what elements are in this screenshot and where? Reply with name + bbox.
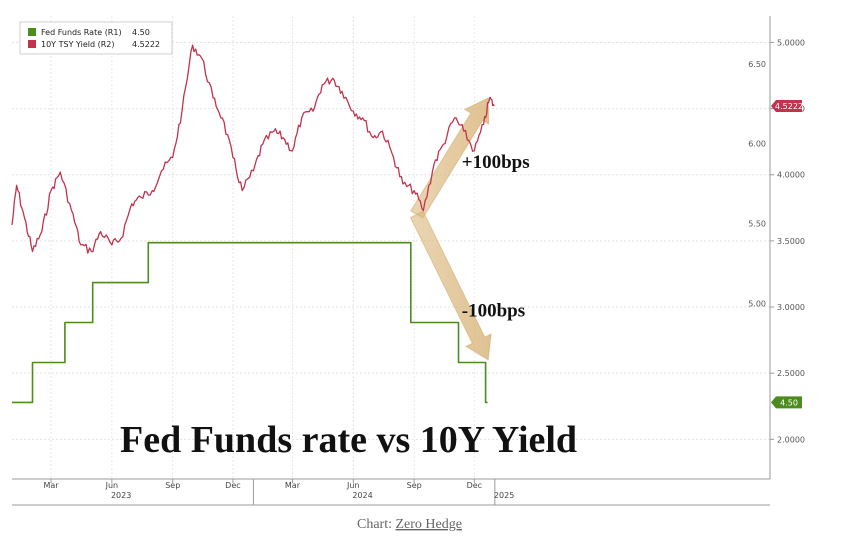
fed-funds-last-value-tag <box>771 396 802 409</box>
left-tick-label: 5.00 <box>748 299 766 308</box>
last-value-tags: 4.50 4.5222 <box>771 99 803 409</box>
fed-funds-rate-line <box>12 241 488 404</box>
legend-swatch-10y-yield <box>28 40 36 48</box>
fed-funds-last-value-label: 4.50 <box>780 398 798 407</box>
left-tick-label: 5.50 <box>748 220 766 229</box>
month-tick-label: Dec <box>467 481 482 490</box>
ten-year-last-value-label: 4.5222 <box>775 102 803 111</box>
legend: Fed Funds Rate (R1) 4.50 10Y TSY Yield (… <box>19 21 173 55</box>
legend-box <box>19 21 173 55</box>
left-tick-label: 6.50 <box>748 60 766 69</box>
legend-value-10y-yield: 4.5222 <box>132 40 160 49</box>
x-axis-month-ticks: Mar Jun Sep Dec Mar Jun Sep Dec <box>43 479 482 490</box>
ten-year-yield-line <box>11 44 495 254</box>
month-tick-label: Jun <box>346 481 360 490</box>
legend-swatch-fed-funds <box>28 28 36 36</box>
grid <box>12 16 770 479</box>
year-label: 2023 <box>111 491 131 500</box>
right-tick-label: 3.5000 <box>777 237 805 246</box>
month-tick-label: Sep <box>165 481 180 490</box>
year-label: 2024 <box>352 491 372 500</box>
annotations: +100bps -100bps <box>462 152 530 321</box>
chart-credit-link[interactable]: Zero Hedge <box>396 517 462 532</box>
month-tick-label: Dec <box>225 481 240 490</box>
month-tick-label: Sep <box>407 481 422 490</box>
trend-arrows <box>409 97 492 361</box>
plot-background <box>12 16 770 479</box>
left-tick-label: 6.00 <box>748 140 766 149</box>
legend-label-fed-funds: Fed Funds Rate (R1) <box>41 28 122 37</box>
month-tick-label: Mar <box>285 481 301 490</box>
month-tick-label: Jun <box>105 481 119 490</box>
right-tick-label: 2.0000 <box>777 435 805 444</box>
ten-year-last-value-tag <box>771 99 802 112</box>
right-axis-ticks: 2.00002.50003.00003.50004.00004.50005.00… <box>770 38 805 444</box>
right-tick-label: 3.0000 <box>777 303 805 312</box>
right-tick-label: 2.5000 <box>777 369 805 378</box>
year-label: 2025 <box>494 491 514 500</box>
month-tick-label: Mar <box>43 481 59 490</box>
series-lines <box>11 44 495 404</box>
x-axis-year-labels: 2023 2024 2025 <box>111 491 514 500</box>
chart-credit: Chart: Zero Hedge <box>357 517 462 532</box>
trend-arrow-down <box>409 210 492 361</box>
right-tick-label: 4.0000 <box>777 171 805 180</box>
legend-label-10y-yield: 10Y TSY Yield (R2) <box>41 40 114 49</box>
legend-value-fed-funds: 4.50 <box>132 28 150 37</box>
chart-credit-prefix: Chart: <box>357 517 396 532</box>
annotation-label: -100bps <box>462 300 525 321</box>
right-tick-label: 5.0000 <box>777 38 805 47</box>
annotation-label: +100bps <box>462 152 530 173</box>
left-axis-ticks: 5.00 5.50 6.00 6.50 <box>748 60 766 308</box>
year-separators <box>252 479 496 505</box>
chart-title: Fed Funds rate vs 10Y Yield <box>120 419 577 461</box>
